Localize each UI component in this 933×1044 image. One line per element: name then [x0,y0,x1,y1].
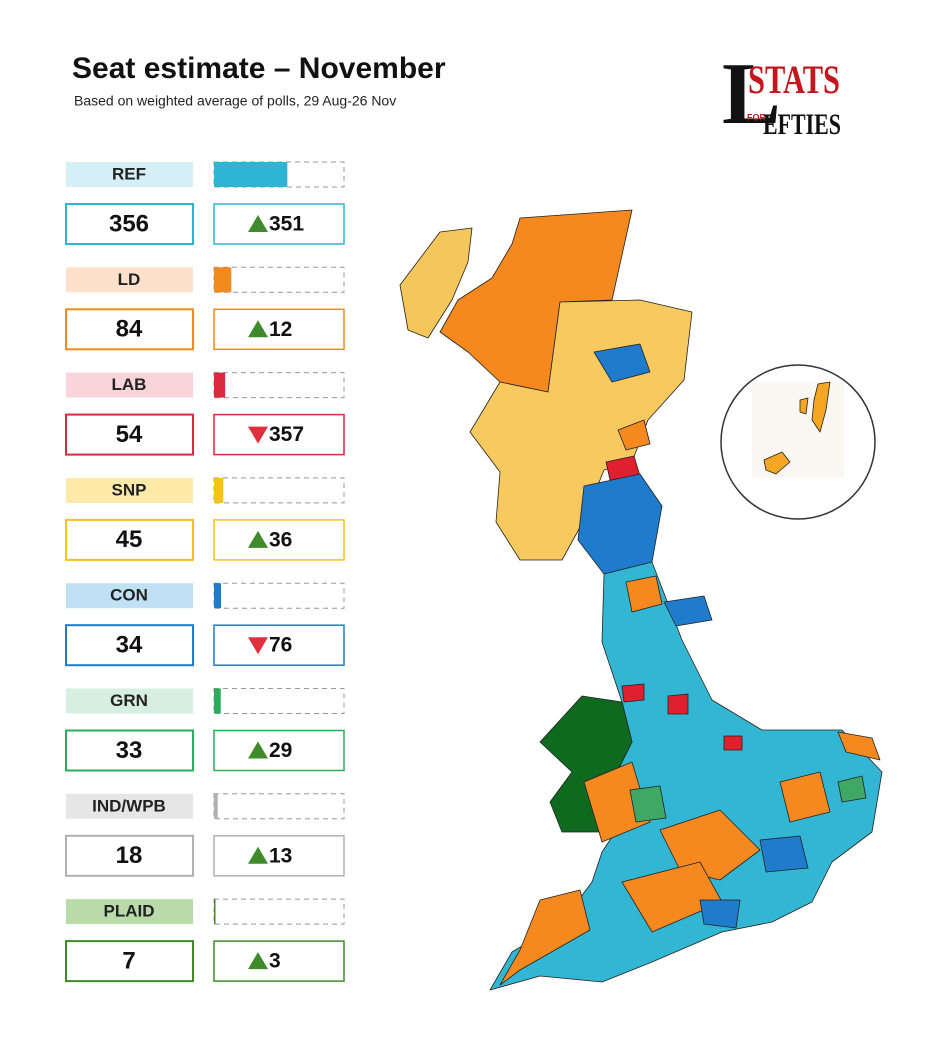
party-label: LD [118,270,141,289]
title: Seat estimate – November [72,52,446,85]
logo-initial: L [722,46,781,143]
party-label: LAB [112,375,147,394]
region [837,775,867,803]
seat-bar [214,793,218,819]
seat-bar [214,477,224,503]
seat-count: 45 [116,526,143,553]
party-label-box [66,688,193,714]
region [399,227,473,339]
change-box [213,624,345,666]
party-label-box [66,477,193,503]
seat-count: 33 [116,737,143,764]
seat-change: 76 [269,634,292,657]
change-box [213,835,345,877]
change-arrow [248,530,268,548]
seat-box [65,413,194,456]
change-box [213,519,345,561]
party-label-box [66,899,193,925]
seat-box [65,729,194,772]
logo-top: STATS [748,57,840,102]
change-box [213,308,345,351]
region [659,809,761,881]
inset-islands [763,451,791,475]
change-arrow [248,846,268,864]
seat-count: 356 [109,210,149,237]
seat-change: 12 [269,318,292,341]
seat-change: 36 [269,528,292,551]
seat-change: 3 [269,950,281,973]
change-arrow [248,741,268,759]
party-label: IND/WPB [92,796,166,815]
change-box [213,203,345,245]
region [583,761,651,843]
change-box [213,413,345,456]
party-label: PLAID [104,902,155,921]
change-box [213,940,345,982]
seat-bar [214,688,221,714]
logo: L STATS FOR EFTIES [722,46,841,143]
party-label: CON [110,586,148,605]
region [625,575,663,613]
seat-count: 7 [122,947,135,974]
seat-box [65,940,194,983]
party-label-box [66,162,193,187]
logo-small: FOR [747,112,766,122]
change-arrow [248,952,268,970]
region [621,683,645,703]
change-arrow [248,426,268,444]
change-arrow [248,320,268,338]
seat-box [65,308,194,351]
region [593,343,651,383]
party-label: SNP [112,480,147,499]
region [837,731,881,761]
seat-count: 54 [116,421,143,448]
party-list: REF 356 351 LD 84 12 LAB 54 357 SNP 45 36 CON 34 76 GRN… [65,161,345,983]
region [617,419,651,451]
party-label: REF [112,164,146,183]
seat-box [65,518,194,561]
party-label-box [66,793,193,819]
party-label-box [66,372,193,398]
seat-bar [214,372,226,398]
logo-bottom: EFTIES [763,108,841,141]
region [667,693,689,715]
seat-change: 13 [269,844,292,867]
inset-islands [799,397,809,415]
seat-bar [214,267,232,293]
party-label-box [66,267,193,293]
region [663,595,713,627]
seat-bar [214,583,222,609]
seat-change: 351 [269,213,304,236]
region [699,899,741,929]
region [723,735,743,751]
seat-count: 34 [116,632,143,659]
party-label-box [66,583,193,609]
change-arrow [248,637,268,655]
change-box [213,729,345,772]
change-arrow [248,215,268,232]
seat-change: 29 [269,739,292,762]
region [759,835,809,873]
seat-count: 84 [116,316,143,343]
seat-box [65,834,194,877]
seat-change: 357 [269,423,304,446]
map [399,209,883,991]
region [779,771,831,823]
region [439,209,633,393]
region [629,785,667,823]
region [499,889,591,986]
seat-box [65,624,194,667]
seat-bar [214,162,288,187]
subtitle: Based on weighted average of polls, 29 A… [74,93,396,109]
seat-box [65,203,194,245]
inset-islands [811,381,831,433]
party-label: GRN [110,691,148,710]
seat-count: 18 [116,842,143,869]
seat-bar [214,899,216,925]
